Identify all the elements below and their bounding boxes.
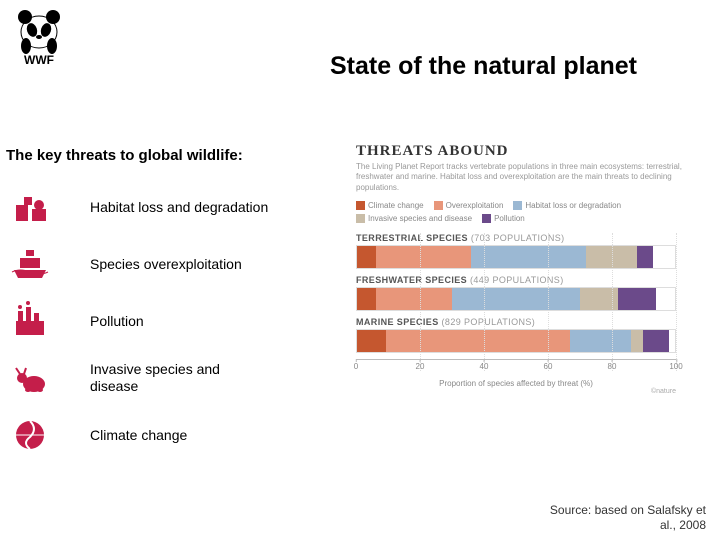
x-axis-label: Proportion of species affected by threat…: [356, 379, 676, 388]
source-line: Source: based on Salafsky et: [550, 503, 706, 517]
x-tick: 0: [354, 362, 358, 371]
bar-segment-invasive: [586, 246, 637, 268]
stacked-bar: [356, 329, 676, 353]
bar-segment-overex: [376, 288, 452, 310]
bar-segment-pollution: [643, 330, 668, 352]
legend-label: Pollution: [494, 214, 525, 223]
stacked-bar: [356, 287, 676, 311]
bar-segment-climate: [357, 330, 386, 352]
legend-label: Overexploitation: [446, 201, 504, 210]
legend-swatch: [434, 201, 443, 210]
threat-item-habitat-loss: Habitat loss and degradation: [10, 186, 330, 228]
chart-legend: Climate change Overexploitation Habitat lo…: [356, 201, 708, 223]
legend-label: Climate change: [368, 201, 424, 210]
legend-swatch: [513, 201, 522, 210]
threat-label: Pollution: [90, 313, 144, 330]
bar-group: FRESHWATER SPECIES (449 POPULATIONS): [356, 275, 708, 311]
bar-segment-habitat: [471, 246, 585, 268]
bar-segment-invasive: [631, 330, 644, 352]
legend-label: Invasive species and disease: [368, 214, 472, 223]
overexploit-icon: [10, 244, 50, 284]
threat-item-overexploit: Species overexploitation: [10, 243, 330, 285]
chart-description: The Living Planet Report tracks vertebra…: [356, 162, 708, 193]
bar-segment-habitat: [452, 288, 579, 310]
x-tick: 60: [544, 362, 553, 371]
threats-heading: The key threats to global wildlife:: [6, 147, 243, 164]
source-line: al., 2008: [660, 518, 706, 532]
pollution-icon: [10, 301, 50, 341]
page-title: State of the natural planet: [330, 52, 637, 81]
bar-label: MARINE SPECIES (829 POPULATIONS): [356, 317, 708, 327]
chart-credit: ©nature: [356, 388, 676, 395]
x-tick: 20: [416, 362, 425, 371]
wwf-logo: WWF: [10, 6, 68, 68]
x-tick: 80: [608, 362, 617, 371]
threat-item-pollution: Pollution: [10, 300, 330, 342]
habitat-loss-icon: [10, 187, 50, 227]
bar-segment-pollution: [618, 288, 656, 310]
legend-item: Invasive species and disease: [356, 214, 472, 223]
legend-swatch: [482, 214, 491, 223]
bar-label: TERRESTRIAL SPECIES (703 POPULATIONS): [356, 233, 708, 243]
bar-group: TERRESTRIAL SPECIES (703 POPULATIONS): [356, 233, 708, 269]
bar-segment-overex: [386, 330, 570, 352]
legend-swatch: [356, 201, 365, 210]
legend-swatch: [356, 214, 365, 223]
threat-list: Habitat loss and degradation Species over…: [10, 186, 330, 471]
bar-label: FRESHWATER SPECIES (449 POPULATIONS): [356, 275, 708, 285]
invasive-icon: [10, 358, 50, 398]
bar-segment-habitat: [570, 330, 630, 352]
bar-segment-overex: [376, 246, 471, 268]
bar-segment-climate: [357, 246, 376, 268]
bar-segment-invasive: [580, 288, 618, 310]
threat-label: Habitat loss and degradation: [90, 199, 268, 216]
threat-label: Species overexploitation: [90, 256, 242, 273]
threats-chart: THREATS ABOUND The Living Planet Report …: [356, 143, 708, 463]
svg-text:WWF: WWF: [24, 53, 54, 67]
source-citation: Source: based on Salafsky et al., 2008: [550, 503, 706, 532]
climate-icon: [10, 415, 50, 455]
legend-item: Pollution: [482, 214, 525, 223]
legend-item: Habitat loss or degradation: [513, 201, 621, 210]
bar-segment-pollution: [637, 246, 653, 268]
chart-title: THREATS ABOUND: [356, 143, 708, 160]
bar-group: MARINE SPECIES (829 POPULATIONS): [356, 317, 708, 353]
legend-item: Climate change: [356, 201, 424, 210]
stacked-bar: [356, 245, 676, 269]
legend-label: Habitat loss or degradation: [525, 201, 621, 210]
threat-label: Invasive species and disease: [90, 361, 270, 395]
threat-item-invasive: Invasive species and disease: [10, 357, 330, 399]
threat-item-climate: Climate change: [10, 414, 330, 456]
x-tick: 40: [480, 362, 489, 371]
threat-label: Climate change: [90, 427, 187, 444]
legend-item: Overexploitation: [434, 201, 504, 210]
bar-segment-climate: [357, 288, 376, 310]
x-tick: 100: [669, 362, 682, 371]
